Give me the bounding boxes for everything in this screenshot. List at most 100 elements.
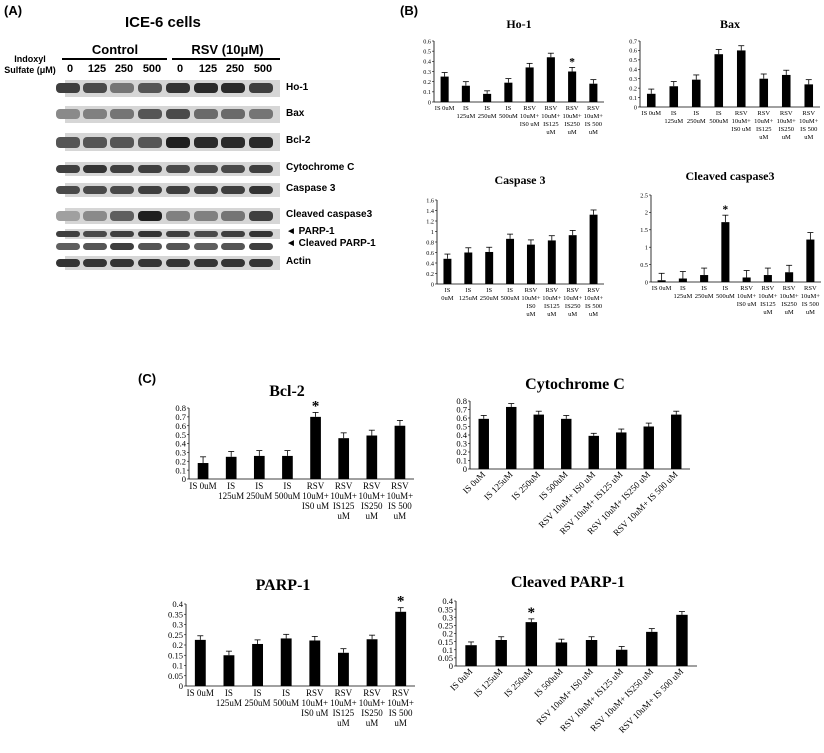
y-tick-label: 0.2: [423, 80, 431, 86]
category-label-line: IS0 uM: [302, 501, 329, 511]
bar: [483, 93, 492, 102]
category-label-line: 250uM: [687, 118, 706, 125]
category-label: IS 500uM: [273, 688, 299, 708]
category-label: IS 250uM: [695, 285, 714, 300]
band: [194, 186, 218, 194]
bar: [547, 240, 556, 284]
bar: [366, 639, 378, 686]
category-label-line: IS250: [565, 303, 581, 310]
category-label-line: IS: [701, 285, 707, 292]
category-label-line: IS 500: [800, 126, 817, 133]
band: [56, 109, 80, 119]
dose-label-1: 125: [87, 63, 107, 75]
category-label-line: uM: [804, 134, 813, 141]
bar: [282, 455, 293, 479]
y-tick-label: 0.2: [456, 447, 467, 457]
category-label-line: IS: [282, 688, 290, 698]
panel-label-a: (A): [4, 3, 23, 18]
dose-label-0: 0: [66, 63, 74, 75]
category-label-line: IS250: [361, 708, 383, 718]
bar: [443, 258, 452, 284]
y-tick-label: 0.3: [175, 448, 186, 458]
y-tick-label: 0.25: [168, 630, 183, 640]
band: [194, 231, 218, 237]
y-tick-label: 1: [645, 245, 648, 251]
category-label-line: 10uM+: [737, 293, 757, 300]
category-label-line: IS125: [544, 303, 560, 310]
category-label-line: 10uM+: [584, 113, 604, 120]
y-tick-label: 0.1: [442, 645, 453, 655]
bar: [763, 275, 772, 282]
category-label-line: 10uM+: [754, 118, 774, 125]
category-label-line: RSV: [523, 105, 536, 112]
category-label-line: IS 0uM: [641, 110, 661, 117]
category-label-line: RSV: [757, 110, 770, 117]
category-label-line: IS125: [333, 708, 355, 718]
category-label-line: RSV: [363, 688, 381, 698]
category-label-line: uM: [589, 311, 598, 318]
category-label-line: IS250: [564, 121, 580, 128]
category-label: RSV 10uM+ IS125 uM: [330, 481, 357, 521]
y-tick-label: 0: [463, 464, 467, 474]
dose-label-3: 500: [142, 63, 162, 75]
band: [194, 243, 218, 250]
category-label-line: 0uM: [441, 295, 454, 302]
category-label: RSV 10uM+ IS0 uM: [301, 688, 328, 718]
category-label-line: 125uM: [218, 491, 244, 501]
group-line-rsv: [172, 58, 280, 60]
band: [249, 109, 273, 119]
chart-bcl2: Bcl-200.10.20.30.40.50.60.70.8IS 0uM IS 12…: [175, 383, 414, 521]
band: [249, 137, 273, 148]
band: [166, 137, 190, 148]
category-label-line: IS0 uM: [520, 121, 540, 128]
band: [110, 165, 134, 173]
category-label-line: IS: [722, 285, 728, 292]
bar: [197, 463, 209, 479]
band-label: Ho-1: [286, 81, 309, 93]
category-label-line: IS: [716, 110, 722, 117]
band: [56, 165, 80, 173]
category-label: IS 500uM: [716, 285, 735, 300]
category-label-line: uM: [394, 511, 407, 521]
category-label: RSV 10uM+ IS0 uM: [737, 285, 757, 308]
significance-star: *: [397, 593, 405, 610]
category-label-line: uM: [526, 311, 535, 318]
panel-label-c: (C): [138, 371, 157, 386]
bar: [678, 278, 687, 282]
category-label: IS 125uM: [472, 666, 505, 699]
y-tick-label: 0.3: [423, 70, 431, 76]
category-label: IS 0uM: [641, 110, 661, 117]
y-tick-label: 0.4: [423, 60, 431, 66]
significance-star: *: [723, 204, 729, 216]
category-label-line: RSV: [545, 105, 558, 112]
band: [83, 165, 107, 173]
category-label: IS 125uM: [673, 285, 692, 300]
category-label-line: IS: [227, 481, 235, 491]
y-tick-label: 0.2: [426, 272, 434, 278]
chart-parp1: PARP-1 00.050.10.150.20.250.30.350.4 IS 0u…: [168, 577, 415, 728]
band: [138, 186, 162, 194]
bar: [643, 426, 654, 469]
category-label-line: 10uM+: [732, 118, 752, 125]
category-label: IS 125uM: [459, 287, 478, 302]
indoxyl-label-line-1: Indoxyl: [14, 54, 46, 64]
band: [83, 137, 107, 148]
category-label-line: 10uM+: [563, 295, 583, 302]
bar: [495, 640, 507, 666]
category-label: IS 500uM: [501, 287, 520, 302]
category-label-line: uM: [806, 309, 815, 316]
category-label-line: uM: [394, 718, 407, 728]
y-tick-label: 0.15: [168, 650, 183, 660]
y-tick-label: 1.6: [426, 198, 434, 204]
bar: [310, 416, 321, 479]
band: [249, 231, 273, 237]
band: [83, 186, 107, 194]
category-label: IS 250uM: [509, 469, 542, 502]
band: [194, 109, 218, 119]
category-label-line: 10uM+: [330, 698, 357, 708]
bar: [394, 425, 406, 479]
category-label-line: uM: [568, 129, 577, 136]
bar: [506, 406, 517, 469]
bar: [338, 438, 350, 479]
blot-row-ho-1: [56, 80, 280, 97]
